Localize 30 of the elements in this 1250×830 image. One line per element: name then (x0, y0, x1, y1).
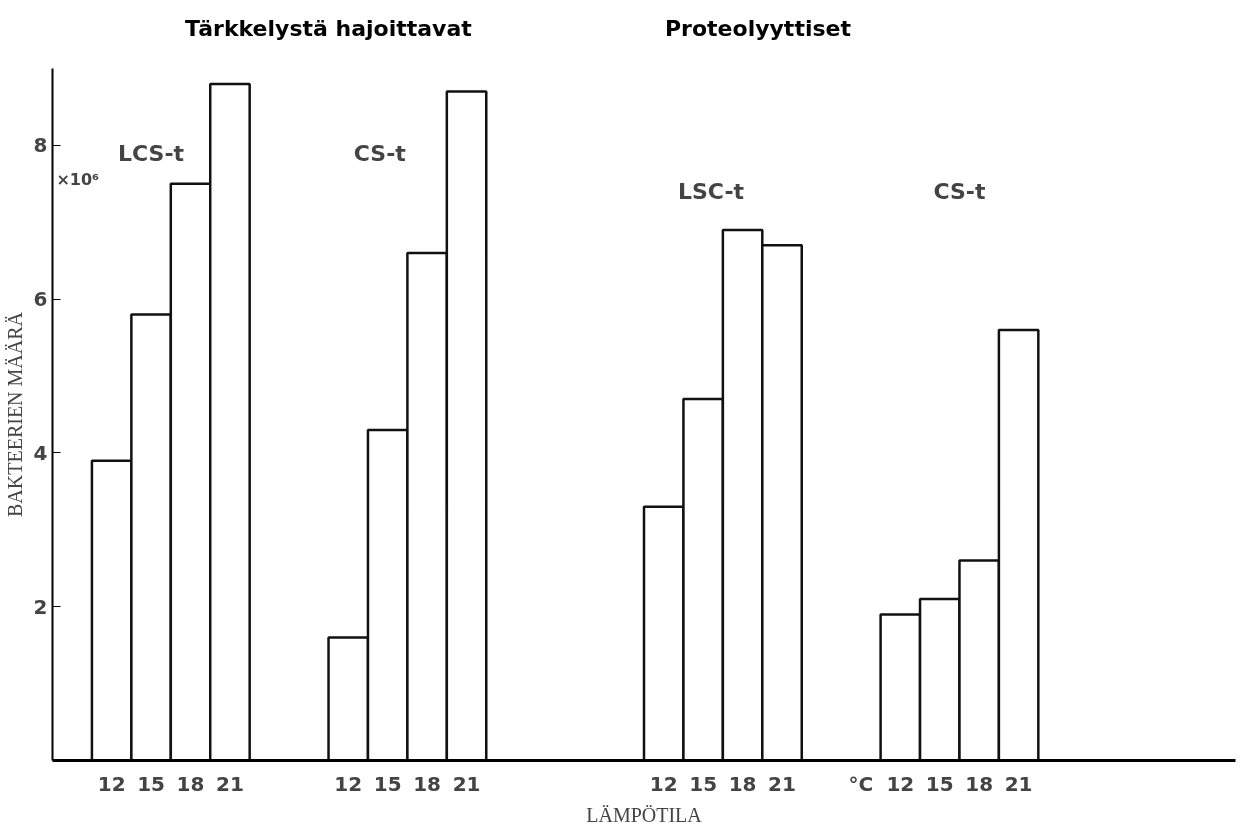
x-tick-label: 21 (768, 771, 796, 796)
annotation: CS-t (353, 140, 407, 166)
x-tick-label: 15 (689, 771, 718, 796)
annotation: ×10⁶ (56, 170, 100, 190)
x-axis-title: LÄMPÖTILA (586, 803, 703, 826)
x-tick-label: 18 (176, 771, 205, 796)
x-tick-label: °C (848, 771, 874, 796)
x-tick-label: 12 (334, 771, 363, 796)
x-tick-label: 18 (413, 771, 442, 796)
text: Proteolyyttiset (665, 15, 851, 43)
y-tick-label: 6 (33, 287, 48, 312)
y-tick-label: 4 (33, 440, 48, 465)
annotation: CS-t (933, 179, 986, 205)
x-tick-label: 12 (886, 771, 915, 796)
x-tick-label: 15 (137, 771, 166, 796)
y-tick-label: 8 (33, 133, 48, 158)
x-tick-label: 12 (97, 771, 126, 796)
annotation: LCS-t (118, 140, 185, 166)
y-axis-title: BAKTEERIEN MÄÄRÄ (3, 311, 26, 517)
y-tick-label: 2 (33, 594, 48, 619)
x-tick-label: 15 (925, 771, 954, 796)
text: Tärkkelystä hajoittavat (185, 15, 472, 43)
x-tick-label: 21 (1004, 771, 1033, 796)
x-tick-label: 15 (373, 771, 402, 796)
x-tick-label: 18 (965, 771, 994, 796)
annotation: LSC-t (677, 179, 745, 205)
x-tick-label: 18 (728, 771, 757, 796)
x-tick-label: 12 (649, 771, 678, 796)
x-tick-label: 21 (452, 771, 481, 796)
x-tick-label: 21 (216, 771, 244, 796)
